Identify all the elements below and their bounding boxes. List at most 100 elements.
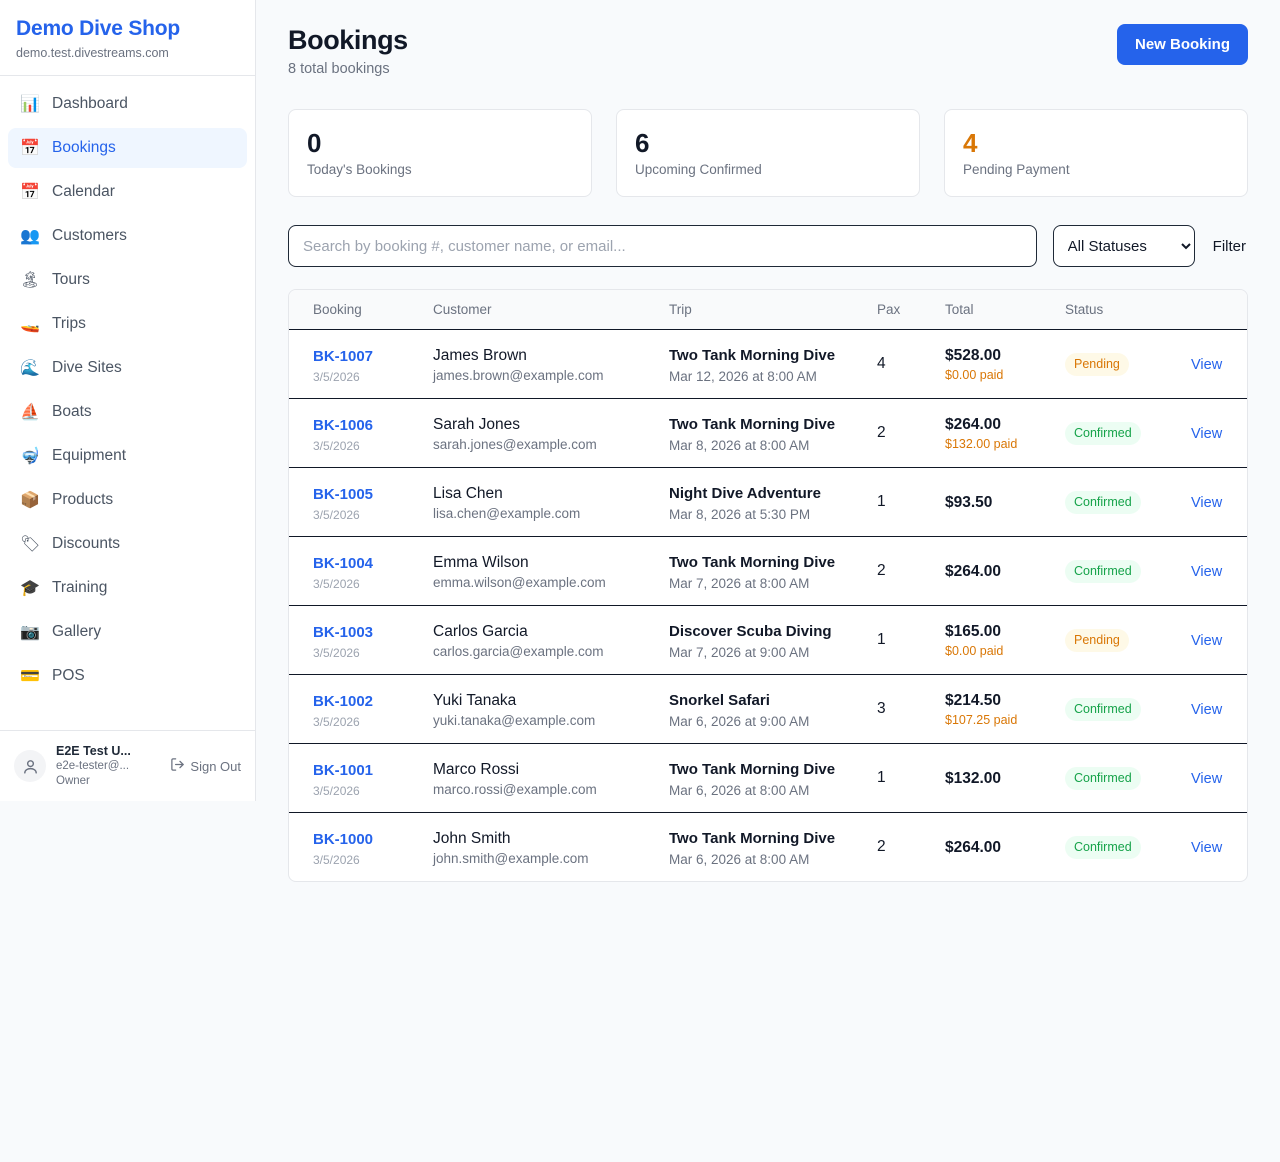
sidebar-item-trips[interactable]: 🚤 Trips (8, 304, 247, 344)
table-row[interactable]: BK-1006 3/5/2026 Sarah Jones sarah.jones@ex… (289, 398, 1247, 468)
view-link[interactable]: View (1191, 770, 1223, 787)
sidebar-item-products[interactable]: 📦 Products (8, 480, 247, 520)
total-amount: $264.00 (945, 416, 1002, 433)
trip-name: Snorkel Safari (669, 692, 770, 709)
status-badge: Confirmed (1065, 766, 1141, 790)
cell-status: Confirmed (1055, 467, 1181, 537)
sidebar-item-pos[interactable]: 💳 POS (8, 656, 247, 696)
booking-id-link[interactable]: BK-1007 (313, 347, 374, 365)
new-booking-button[interactable]: New Booking (1116, 24, 1248, 65)
sidebar-item-boats[interactable]: ⛵ Boats (8, 392, 247, 432)
cell-status: Confirmed (1055, 398, 1181, 468)
customer-email: marco.rossi@example.com (433, 782, 597, 797)
sidebar-item-equipment[interactable]: 🤿 Equipment (8, 436, 247, 476)
cell-pax: 1 (867, 605, 935, 675)
booking-created-date: 3/5/2026 (313, 852, 360, 867)
table-row[interactable]: BK-1007 3/5/2026 James Brown james.brown@ex… (289, 329, 1247, 399)
sign-out-button[interactable]: Sign Out (170, 757, 241, 775)
booking-id-link[interactable]: BK-1001 (313, 761, 374, 779)
cell-booking: BK-1006 3/5/2026 (289, 398, 423, 468)
sidebar-item-label: Bookings (52, 139, 116, 156)
cell-total: $165.00 $0.00 paid (935, 605, 1055, 675)
cell-customer: James Brown james.brown@example.com (423, 329, 659, 399)
table-row[interactable]: BK-1000 3/5/2026 John Smith john.smith@exam… (289, 813, 1247, 882)
cell-booking: BK-1005 3/5/2026 (289, 467, 423, 537)
view-link[interactable]: View (1191, 632, 1223, 649)
view-link[interactable]: View (1191, 494, 1223, 511)
trip-name: Two Tank Morning Dive (669, 347, 836, 364)
trip-name: Discover Scuba Diving (669, 623, 832, 640)
view-link[interactable]: View (1191, 701, 1223, 718)
customer-name: Carlos Garcia (433, 623, 528, 640)
bookings-icon: 📅 (20, 138, 40, 157)
table-row[interactable]: BK-1003 3/5/2026 Carlos Garcia carlos.garci… (289, 605, 1247, 675)
sidebar-item-customers[interactable]: 👥 Customers (8, 216, 247, 256)
cell-status: Confirmed (1055, 743, 1181, 813)
customer-email: yuki.tanaka@example.com (433, 713, 596, 728)
search-input[interactable] (288, 225, 1037, 267)
stats-row: 0 Today's Bookings 6 Upcoming Confirmed 4 Pen… (288, 109, 1248, 197)
trip-datetime: Mar 12, 2026 at 8:00 AM (669, 369, 817, 384)
total-amount: $93.50 (945, 493, 993, 511)
table-row[interactable]: BK-1002 3/5/2026 Yuki Tanaka yuki.tanaka@ex… (289, 674, 1247, 744)
status-filter-select[interactable]: All Statuses (1052, 225, 1195, 267)
sidebar-item-label: Customers (52, 227, 127, 244)
sidebar-item-label: Calendar (52, 183, 115, 200)
view-link[interactable]: View (1191, 563, 1223, 580)
sidebar-item-dashboard[interactable]: 📊 Dashboard (8, 84, 247, 124)
cell-pax: 2 (867, 398, 935, 468)
cell-actions: View (1181, 536, 1247, 606)
sidebar-item-training[interactable]: 🎓 Training (8, 568, 247, 608)
cell-trip: Two Tank Morning Dive Mar 8, 2026 at 8:00… (659, 398, 867, 468)
sidebar: Demo Dive Shop demo.test.divestreams.com… (0, 0, 256, 801)
cell-trip: Discover Scuba Diving Mar 7, 2026 at 9:00… (659, 605, 867, 675)
status-badge: Confirmed (1065, 559, 1141, 583)
table-row[interactable]: BK-1005 3/5/2026 Lisa Chen lisa.chen@exampl… (289, 467, 1247, 537)
sidebar-item-dive-sites[interactable]: 🌊 Dive Sites (8, 348, 247, 388)
view-link[interactable]: View (1191, 356, 1223, 373)
user-email: e2e-tester@... (56, 760, 130, 772)
column-header: Total (935, 290, 1055, 330)
booking-id-link[interactable]: BK-1003 (313, 623, 374, 641)
table-row[interactable]: BK-1001 3/5/2026 Marco Rossi marco.rossi@ex… (289, 743, 1247, 813)
trip-datetime: Mar 6, 2026 at 8:00 AM (669, 852, 810, 867)
stat-label: Today's Bookings (307, 162, 412, 177)
customer-name: Sarah Jones (433, 416, 521, 433)
view-link[interactable]: View (1191, 425, 1223, 442)
cell-customer: Marco Rossi marco.rossi@example.com (423, 743, 659, 813)
sidebar-item-gallery[interactable]: 📷 Gallery (8, 612, 247, 652)
user-name: E2E Test U... (56, 744, 131, 758)
cell-status: Pending (1055, 605, 1181, 675)
total-amount: $528.00 (945, 347, 1002, 364)
view-link[interactable]: View (1191, 839, 1223, 856)
cell-customer: John Smith john.smith@example.com (423, 813, 659, 882)
bookings-table-card: Booking Customer Trip Pax Total Status BK-100… (288, 289, 1248, 882)
cell-status: Pending (1055, 329, 1181, 399)
user-role: Owner (56, 775, 90, 787)
customer-name: Marco Rossi (433, 761, 520, 778)
booking-id-link[interactable]: BK-1002 (313, 692, 374, 710)
status-badge: Confirmed (1065, 490, 1141, 514)
avatar (14, 750, 46, 782)
dive-sites-icon: 🌊 (20, 358, 40, 377)
user-profile-block[interactable]: E2E Test U... e2e-tester@... Owner Sign … (0, 730, 255, 801)
customers-icon: 👥 (20, 226, 40, 245)
cell-pax: 2 (867, 536, 935, 606)
filter-button[interactable]: Filter (1212, 237, 1246, 255)
trip-name: Two Tank Morning Dive (669, 416, 836, 433)
booking-id-link[interactable]: BK-1005 (313, 485, 374, 503)
customer-name: John Smith (433, 830, 511, 847)
sidebar-item-calendar[interactable]: 📅 Calendar (8, 172, 247, 212)
sidebar-item-discounts[interactable]: 🏷 Discounts (8, 524, 247, 564)
sidebar-item-tours[interactable]: 🏝 Tours (8, 260, 247, 300)
total-amount: $165.00 (945, 623, 1002, 640)
booking-id-link[interactable]: BK-1004 (313, 554, 374, 572)
table-row[interactable]: BK-1004 3/5/2026 Emma Wilson emma.wilson@ex… (289, 536, 1247, 606)
sidebar-item-bookings[interactable]: 📅 Bookings (8, 128, 247, 168)
customer-name: Yuki Tanaka (433, 692, 517, 709)
column-header: Booking (289, 290, 423, 330)
booking-id-link[interactable]: BK-1000 (313, 830, 374, 848)
equipment-icon: 🤿 (20, 446, 40, 465)
booking-id-link[interactable]: BK-1006 (313, 416, 374, 434)
gallery-icon: 📷 (20, 622, 40, 641)
